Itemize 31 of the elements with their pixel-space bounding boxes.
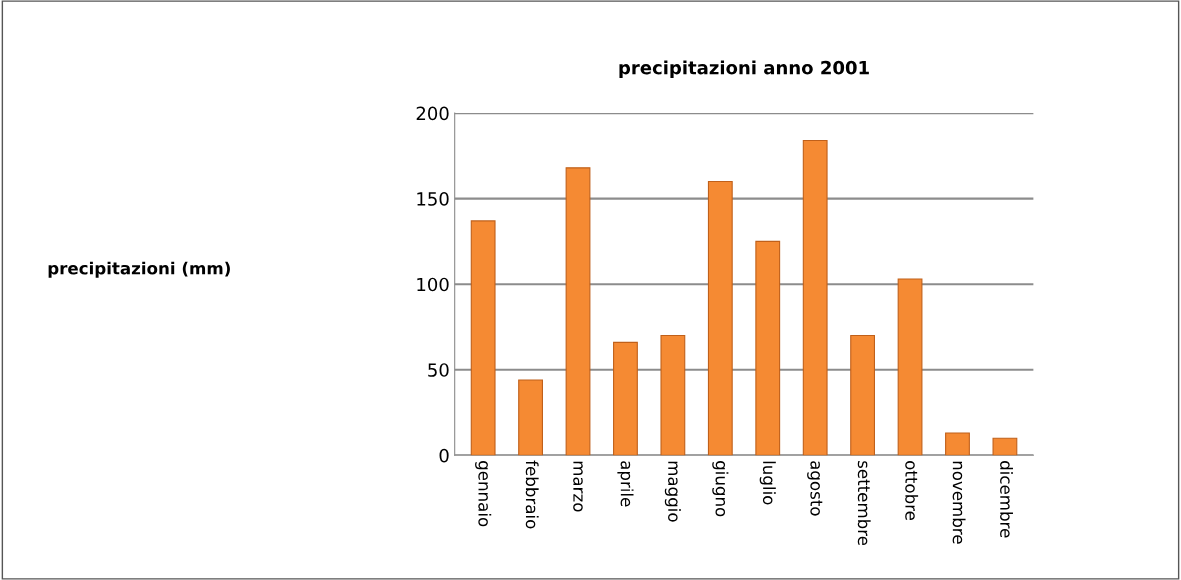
- bar: [660, 334, 686, 456]
- x-tick-label: giugno: [712, 461, 729, 517]
- x-tick-label: febbraio: [525, 460, 539, 529]
- chart-title: precipitazioni anno 2001: [619, 60, 869, 78]
- bar: [850, 334, 876, 456]
- bar: [897, 278, 923, 456]
- bar: [518, 379, 543, 456]
- x-tick-label: marzo: [573, 461, 583, 512]
- y-tick-label: 0: [439, 448, 449, 463]
- bar: [802, 139, 828, 456]
- y-tick-label: 150: [417, 192, 449, 206]
- y-tick-label: 50: [428, 363, 449, 377]
- x-tick-label: settembre: [857, 461, 871, 546]
- text: precipitazioni (mm): [48, 261, 230, 278]
- bar: [707, 180, 733, 456]
- x-tick-label: luglio: [759, 461, 776, 505]
- y-tick-label: 100: [417, 277, 449, 292]
- bar: [613, 341, 638, 456]
- x-tick-label: maggio: [664, 461, 681, 522]
- x-tick-label: ottobre: [905, 461, 919, 521]
- x-tick-label: aprile: [617, 461, 634, 507]
- x-tick-label: dicembre: [1000, 461, 1013, 538]
- y-tick-label: 200: [416, 106, 449, 121]
- x-tick-label: gennaio: [475, 461, 492, 527]
- x-tick-label: agosto: [807, 461, 823, 516]
- bar: [945, 432, 970, 456]
- bar: [565, 167, 591, 456]
- bar: [992, 437, 1018, 456]
- bar: [755, 240, 781, 456]
- bar: [470, 220, 496, 456]
- x-tick-label: novembre: [952, 461, 966, 544]
